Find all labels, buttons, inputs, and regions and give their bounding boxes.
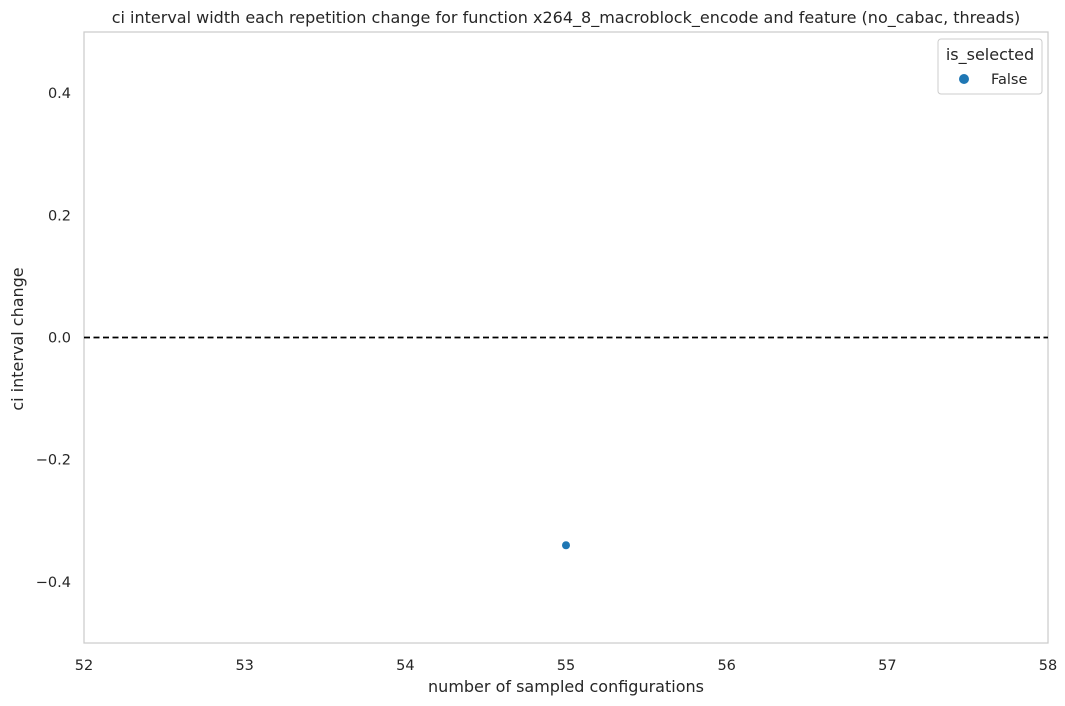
x-tick-label: 56 — [717, 658, 735, 674]
y-tick-label: −0.2 — [36, 453, 71, 469]
y-axis-label: ci interval change — [8, 267, 27, 410]
x-tick-label: 57 — [878, 658, 896, 674]
legend-title: is_selected — [946, 45, 1034, 65]
chart-title: ci interval width each repetition change… — [112, 8, 1021, 28]
legend-entry-false: False — [991, 72, 1027, 88]
data-points — [562, 541, 570, 550]
y-tick-label: 0.0 — [48, 331, 71, 347]
legend-marker-false — [959, 74, 969, 84]
y-axis-ticks: −0.4 −0.2 0.0 0.2 0.4 — [36, 86, 71, 591]
x-tick-label: 53 — [235, 658, 253, 674]
y-tick-label: −0.4 — [36, 575, 71, 591]
y-tick-label: 0.2 — [48, 208, 71, 224]
x-axis-label: number of sampled configurations — [428, 677, 704, 696]
legend: is_selected False — [937, 38, 1043, 95]
x-tick-label: 58 — [1039, 658, 1057, 674]
data-point-false-0 — [562, 541, 570, 550]
x-tick-label: 55 — [557, 658, 575, 674]
x-axis-ticks: 52 53 54 55 56 57 58 — [75, 658, 1057, 674]
x-tick-label: 52 — [75, 658, 93, 674]
y-tick-label: 0.4 — [48, 86, 71, 102]
x-tick-label: 54 — [396, 658, 414, 674]
